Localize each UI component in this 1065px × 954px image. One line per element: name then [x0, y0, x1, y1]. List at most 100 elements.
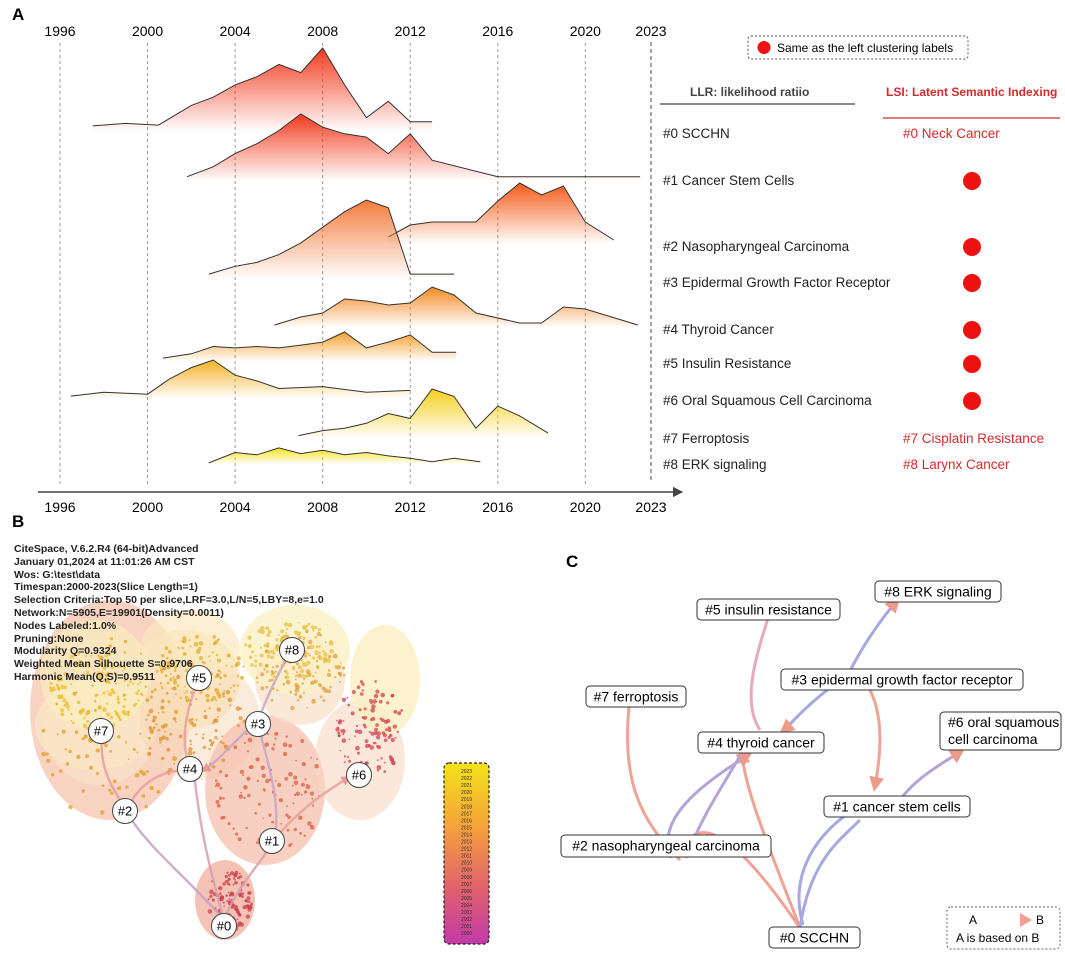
ridge-line: [388, 182, 615, 241]
concept-node-label: #6 oral squamous: [948, 714, 1059, 730]
ridge-area: [162, 332, 457, 361]
llr-header: LLR: likelihood ratiio: [690, 85, 809, 99]
bottom-year-label: 2012: [395, 499, 426, 515]
lsi-same-dot-icon: [963, 321, 981, 339]
network-node-label: #3: [251, 717, 265, 732]
bottom-year-label: 2008: [307, 499, 338, 515]
network-node-label: #1: [265, 834, 279, 849]
bottom-year-ticks: 1996 2000 2004 2008 2012 2016 2020 2023: [44, 499, 666, 515]
colorbar-year-label: 2002: [461, 917, 472, 923]
colorbar-year-label: 2016: [461, 818, 472, 824]
concept-node: #5 insulin resistance: [696, 598, 841, 621]
ridge-area: [298, 389, 549, 438]
network-node: #6: [346, 762, 372, 788]
lsi-label: #0 Neck Cancer: [903, 126, 1000, 141]
info-line: January 01,2024 at 11:01:26 AM CST: [14, 555, 195, 568]
ridge-line: [162, 331, 457, 359]
network-node: #4: [177, 756, 203, 782]
year-colorbar: 2023202220212020201920182017201620152014…: [443, 762, 490, 945]
colorbar-year-label: 2004: [461, 903, 472, 909]
ridgeline-series: [70, 47, 641, 464]
legend-box: Same as the left clustering labels: [747, 35, 969, 60]
bottom-year-label: 2023: [635, 499, 666, 515]
network-node-label: #5: [192, 671, 206, 686]
top-year-label: 2023: [635, 23, 666, 39]
concept-node: #7 ferroptosis: [585, 685, 687, 708]
llr-label: #3 Epidermal Growth Factor Receptor: [663, 275, 891, 290]
ridge-area: [388, 183, 614, 243]
ridge-area: [208, 447, 481, 464]
ridge-line: [208, 447, 481, 464]
concept-node-label: #2 nasopharyngeal carcinoma: [572, 838, 760, 854]
colorbar-year-label: 2015: [461, 825, 472, 831]
info-line: Nodes Labeled:1.0%: [14, 619, 117, 632]
concept-node-label: #5 insulin resistance: [705, 602, 832, 618]
ridge-area: [274, 287, 638, 327]
lsi-same-dot-icon: [963, 172, 981, 190]
colorbar-year-label: 2009: [461, 868, 472, 874]
top-year-label: 2020: [570, 23, 601, 39]
info-line: Wos: G:\test\data: [14, 568, 101, 581]
top-year-label: 2012: [395, 23, 426, 39]
info-line: Timespan:2000-2023(Slice Length=1): [14, 581, 198, 594]
colorbar-year-label: 2014: [461, 832, 472, 838]
network-node: #3: [245, 711, 271, 737]
bottom-year-label: 1996: [44, 499, 75, 515]
lsi-same-dot-icon: [963, 238, 981, 256]
network-node-label: #8: [285, 643, 299, 658]
colorbar-year-label: 2000: [461, 931, 472, 937]
panel-a-label: A: [12, 5, 24, 24]
network-node-label: #0: [217, 919, 231, 934]
concept-node-label: #7 ferroptosis: [594, 689, 679, 705]
colorbar-year-label: 2008: [461, 875, 472, 881]
colorbar-year-label: 2012: [461, 847, 472, 853]
network-node: #5: [186, 665, 212, 691]
ridge-line: [186, 113, 641, 178]
concept-node-label: #0 SCCHN: [780, 930, 849, 946]
top-year-label: 2008: [307, 23, 338, 39]
legend-a-text: A: [969, 913, 977, 927]
colorbar-year-label: 2006: [461, 889, 472, 895]
legend-text: Same as the left clustering labels: [777, 41, 953, 55]
llr-label: #6 Oral Squamous Cell Carcinoma: [663, 393, 872, 408]
concept-node: #3 epidermal growth factor receptor: [780, 668, 1024, 691]
lsi-same-dot-icon: [963, 392, 981, 410]
lsi-label: #7 Cisplatin Resistance: [903, 431, 1044, 446]
concept-node: #1 cancer stem cells: [823, 795, 971, 818]
top-year-label: 2016: [482, 23, 513, 39]
llr-label: #2 Nasopharyngeal Carcinoma: [663, 239, 850, 254]
llr-label: #4 Thyroid Cancer: [663, 322, 774, 337]
ridge-line: [208, 199, 454, 275]
concept-node: #0 SCCHN: [768, 926, 861, 949]
llr-label: #1 Cancer Stem Cells: [663, 173, 795, 188]
lsi-label: #8 Larynx Cancer: [903, 457, 1010, 472]
colorbar-year-label: 2010: [461, 861, 472, 867]
network-node-labels: #0 #1 #2 #3 #4 #5 #6 #7 #8: [88, 637, 372, 939]
network-node-label: #4: [183, 762, 197, 777]
colorbar-year-label: 2020: [461, 790, 472, 796]
colorbar-year-label: 2003: [461, 910, 472, 916]
network-node: #7: [88, 718, 114, 744]
network-node: #0: [211, 913, 237, 939]
bottom-year-label: 2016: [482, 499, 513, 515]
citespace-info: CiteSpace, V.6.2.R4 (64-bit)Advanced Jan…: [14, 543, 324, 684]
colorbar-year-label: 2007: [461, 882, 472, 888]
colorbar-year-label: 2017: [461, 811, 472, 817]
info-line: Weighted Mean Silhouette S=0.9706: [14, 658, 193, 671]
colorbar-year-label: 2019: [461, 797, 472, 803]
colorbar-year-label: 2011: [461, 854, 472, 860]
concept-node-label: #3 epidermal growth factor receptor: [792, 672, 1013, 688]
network-node: #1: [259, 828, 285, 854]
concept-node: #4 thyroid cancer: [697, 731, 825, 754]
bottom-year-label: 2020: [570, 499, 601, 515]
llr-label: #0 SCCHN: [663, 126, 730, 141]
cluster-labels: #0 SCCHN #0 Neck Cancer #1 Cancer Stem Cel…: [663, 126, 1044, 472]
info-line: Selection Criteria:Top 50 per slice,LRF=…: [14, 594, 324, 607]
panel-b-label: B: [12, 512, 24, 531]
colorbar-year-label: 2021: [461, 783, 472, 789]
colorbar-year-label: 2005: [461, 896, 472, 902]
network-node-label: #6: [352, 768, 366, 783]
top-year-label: 1996: [44, 23, 75, 39]
network-node-label: #7: [94, 724, 108, 739]
